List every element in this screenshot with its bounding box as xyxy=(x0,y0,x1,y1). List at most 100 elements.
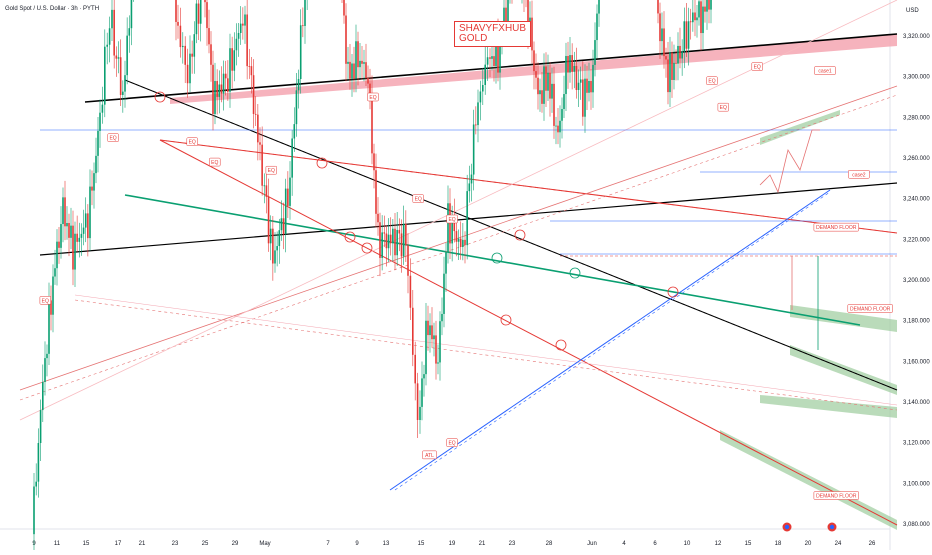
y-tick-label: 3,200.000 xyxy=(903,278,930,284)
annotation-label: EQ xyxy=(367,92,379,102)
candle-body xyxy=(84,213,87,228)
candle-body xyxy=(128,28,131,36)
candle-body xyxy=(527,0,529,31)
candle-body xyxy=(431,325,433,340)
candle-body xyxy=(191,53,193,57)
annotation-label: EQ xyxy=(186,137,198,146)
touch-circle xyxy=(361,242,373,254)
annotation-box xyxy=(39,296,51,305)
annotation-box xyxy=(265,165,277,175)
candle-body xyxy=(295,90,298,125)
candle-body xyxy=(493,56,495,67)
candle-body xyxy=(179,25,182,48)
plot-area xyxy=(0,0,890,529)
candle-body xyxy=(299,25,302,80)
annotation-label: EQ xyxy=(209,157,221,167)
touch-circle xyxy=(514,229,526,241)
candle-body xyxy=(68,222,70,238)
candle-body xyxy=(681,51,683,59)
candle-body xyxy=(199,0,202,24)
x-tick-label: 20 xyxy=(805,541,812,547)
candle-body xyxy=(579,79,582,83)
candle-body xyxy=(673,62,675,80)
x-tick-label: 15 xyxy=(83,541,90,547)
candle-body xyxy=(429,325,431,336)
candle-body xyxy=(259,142,261,145)
candle-body xyxy=(248,66,251,67)
x-tick-label: 6 xyxy=(653,541,657,547)
annotation-text: EQ xyxy=(720,105,727,111)
annotation-text: EQ xyxy=(415,197,422,203)
candle-body xyxy=(239,23,242,33)
candle-body xyxy=(464,239,466,246)
candle-body xyxy=(445,252,447,274)
annotation-label: case1 xyxy=(814,66,836,75)
candle-body xyxy=(702,6,704,34)
candle-body xyxy=(126,35,128,76)
candle-body xyxy=(186,64,189,84)
annotation-box xyxy=(848,170,870,179)
candle-body xyxy=(425,320,427,375)
candle-body xyxy=(351,63,353,79)
candle-body xyxy=(447,203,449,253)
candle-body xyxy=(396,229,398,256)
annotation-label: EQ xyxy=(39,296,51,305)
candle-body xyxy=(62,197,64,225)
candle-body xyxy=(284,188,287,235)
candle-body xyxy=(365,62,367,78)
candle-body xyxy=(531,17,533,51)
annotation-text: case1 xyxy=(818,69,832,75)
annotation-label: EQ xyxy=(706,76,718,85)
candle-body xyxy=(91,186,93,191)
annotation-text: case2 xyxy=(852,172,866,178)
candle-body xyxy=(385,233,388,249)
x-tick-label: 26 xyxy=(869,541,876,547)
annotation-box xyxy=(186,137,198,146)
candle-body xyxy=(345,15,347,64)
candle-body xyxy=(468,183,471,192)
candle-body xyxy=(87,213,89,239)
candle-body xyxy=(555,125,557,127)
candle-body xyxy=(267,196,270,244)
candle-body xyxy=(42,382,44,411)
candle-body xyxy=(559,120,561,133)
candle-body xyxy=(675,62,677,64)
touch-circle xyxy=(154,91,166,103)
candle-body xyxy=(287,188,289,206)
annotation-text: EQ xyxy=(754,65,761,71)
candle-body xyxy=(347,61,349,64)
candle-body xyxy=(507,0,509,23)
annotation-text: EQ xyxy=(211,160,218,166)
candle-body xyxy=(246,14,248,67)
candle-body xyxy=(37,443,40,482)
candle-body xyxy=(661,28,663,42)
projected-path xyxy=(759,129,820,194)
annotation-text: EQ xyxy=(708,79,715,85)
y-tick-label: 3,300.000 xyxy=(903,75,930,81)
candle-body xyxy=(669,52,671,93)
candle-body xyxy=(679,45,681,59)
candle-body xyxy=(195,3,198,35)
candle-body xyxy=(222,73,225,94)
candle-body xyxy=(64,197,66,227)
candle-body xyxy=(409,275,412,308)
candle-body xyxy=(557,125,559,133)
candle-body xyxy=(355,41,357,79)
annotation-text: EQ xyxy=(189,140,196,146)
candle-body xyxy=(282,218,285,235)
candle-body xyxy=(571,55,573,72)
candle-body xyxy=(573,65,576,72)
candle-body xyxy=(694,12,696,21)
candle-body xyxy=(387,234,390,249)
candle-body xyxy=(218,84,221,97)
trendline xyxy=(84,33,898,103)
candle-body xyxy=(594,40,596,65)
candle-body xyxy=(177,21,179,26)
candle-body xyxy=(667,59,669,93)
x-tick-label: 19 xyxy=(449,541,456,547)
candle-body xyxy=(50,300,52,315)
candle-body xyxy=(475,124,477,126)
candle-body xyxy=(423,374,425,379)
